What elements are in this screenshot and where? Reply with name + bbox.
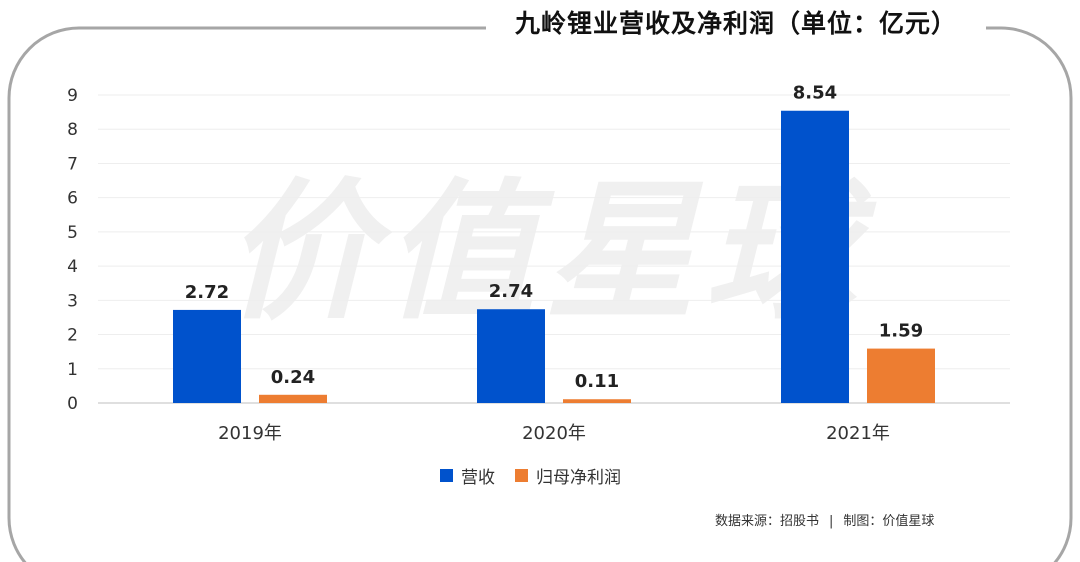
- chart-title: 九岭锂业营收及净利润（单位：亿元）: [486, 4, 986, 44]
- chart-maker-text: 制图：价值星球: [843, 514, 935, 529]
- y-tick-label: 2: [67, 326, 78, 346]
- legend-swatch-net-profit: [515, 468, 528, 482]
- x-tick-label: 2021年: [826, 423, 890, 444]
- data-label-net-profit: 0.24: [271, 367, 315, 388]
- data-label-net-profit: 1.59: [879, 321, 923, 342]
- y-tick-label: 5: [67, 223, 78, 243]
- data-label-net-profit: 0.11: [575, 371, 619, 392]
- y-tick-label: 6: [67, 189, 78, 209]
- y-tick-label: 4: [67, 257, 78, 277]
- y-tick-label: 3: [67, 291, 78, 311]
- y-tick-label: 9: [67, 86, 78, 106]
- x-tick-label: 2020年: [522, 423, 586, 444]
- data-label-revenue: 2.72: [185, 282, 229, 303]
- bar-net-profit: [259, 394, 327, 403]
- legend-item-revenue[interactable]: 营收: [440, 463, 495, 488]
- legend-label-revenue: 营收: [461, 467, 495, 488]
- legend-swatch-revenue: [440, 468, 453, 482]
- bar-net-profit: [867, 348, 935, 403]
- source-separator: |: [829, 514, 834, 529]
- y-tick-label: 8: [67, 120, 78, 140]
- data-source-text: 数据来源：招股书: [715, 514, 820, 529]
- data-label-revenue: 8.54: [793, 83, 837, 104]
- data-label-revenue: 2.74: [489, 281, 533, 302]
- bar-revenue: [781, 110, 849, 404]
- legend-item-net-profit[interactable]: 归母净利润: [515, 463, 621, 488]
- x-tick-label: 2019年: [218, 423, 282, 444]
- legend: 营收 归母净利润: [440, 463, 641, 488]
- y-tick-label: 7: [67, 154, 78, 174]
- bar-net-profit: [563, 399, 631, 403]
- legend-label-net-profit: 归母净利润: [536, 467, 621, 488]
- y-tick-label: 1: [67, 360, 78, 380]
- y-tick-label: 0: [67, 394, 78, 414]
- bar-revenue: [477, 309, 545, 403]
- source-note: 数据来源：招股书 | 制图：价值星球: [715, 510, 934, 529]
- bar-revenue: [173, 309, 241, 403]
